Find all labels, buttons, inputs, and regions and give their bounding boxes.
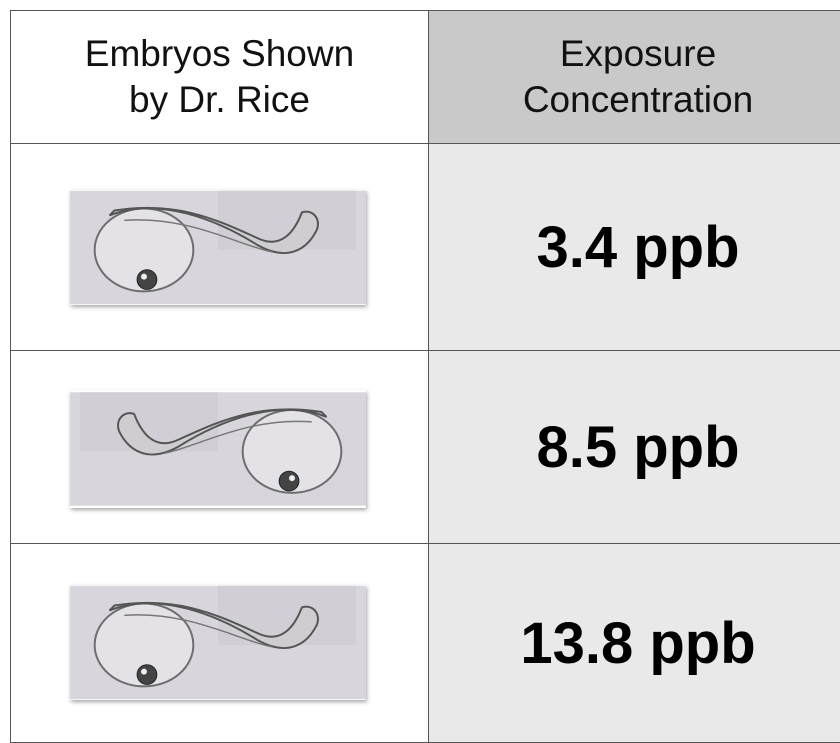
value-cell: 8.5 ppb	[428, 350, 840, 544]
page: Embryos Shown by Dr. Rice Exposure Conce…	[0, 0, 840, 734]
header-cell: Exposure Concentration	[428, 10, 840, 144]
embryo-image	[70, 585, 366, 700]
concentration: 3.4 ppb	[536, 214, 739, 281]
value-cell: 3.4 ppb	[428, 143, 840, 351]
header-text: Embryos Shown by Dr. Rice	[80, 31, 360, 123]
concentration: 8.5 ppb	[536, 414, 739, 481]
header-text: Exposure Concentration	[488, 31, 788, 123]
concentration: 13.8 ppb	[520, 610, 755, 677]
embryo-image	[70, 390, 366, 508]
value-cell: 13.8 ppb	[428, 543, 840, 743]
header-cell: Embryos Shown by Dr. Rice	[10, 10, 429, 144]
embryo-image	[70, 190, 366, 305]
